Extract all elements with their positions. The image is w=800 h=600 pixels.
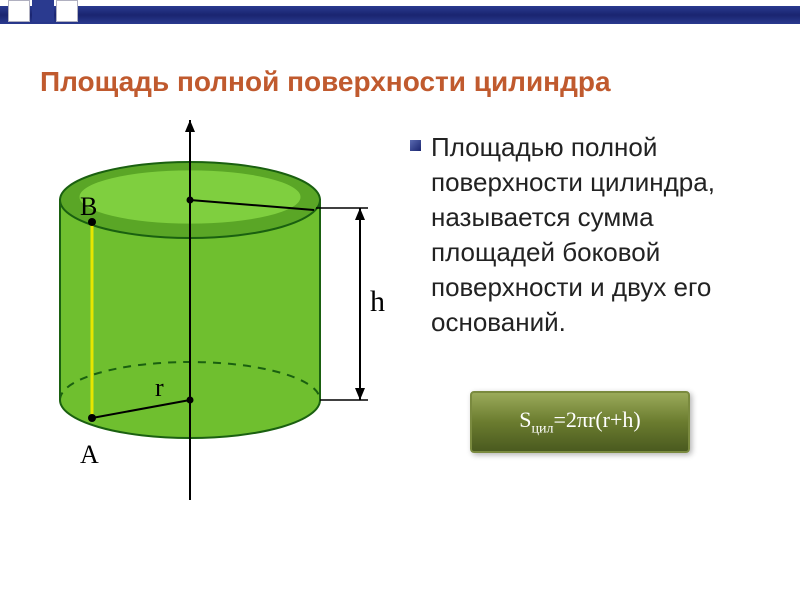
header-squares	[8, 0, 78, 22]
bullet-row: Площадью полной поверхности цилиндра, на…	[410, 130, 770, 341]
cylinder-svg	[0, 120, 400, 520]
label-h: h	[370, 285, 385, 319]
formula-box: Sцил=2πr(r+h)	[470, 391, 690, 453]
square-2	[32, 0, 54, 22]
cylinder-diagram: B A r h	[0, 120, 400, 520]
header-bar	[0, 6, 800, 24]
header-decor	[0, 0, 800, 32]
content-row: B A r h Площадью полной поверхности цили…	[0, 120, 800, 600]
body-paragraph: Площадью полной поверхности цилиндра, на…	[431, 130, 770, 341]
square-3	[56, 0, 78, 22]
text-column: Площадью полной поверхности цилиндра, на…	[400, 120, 800, 600]
bullet-icon	[410, 140, 421, 151]
square-1	[8, 0, 30, 22]
formula-sub: цил	[532, 421, 554, 436]
label-r: r	[155, 373, 164, 403]
label-B: B	[80, 192, 97, 222]
formula-S: S	[519, 407, 531, 432]
formula-rest: =2πr(r+h)	[554, 407, 641, 432]
label-A: A	[80, 440, 99, 470]
slide-title: Площадь полной поверхности цилиндра	[40, 66, 780, 98]
